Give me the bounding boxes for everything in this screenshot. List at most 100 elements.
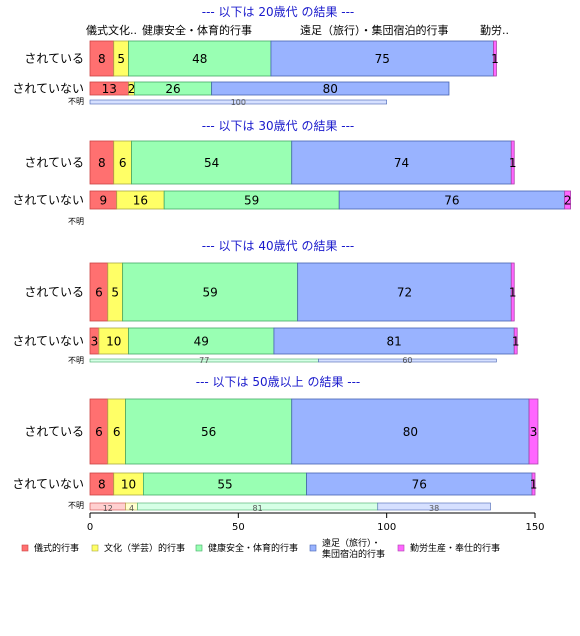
bar-segment bbox=[131, 140, 293, 185]
bar-segment bbox=[510, 262, 515, 322]
row-label-no: されていない bbox=[12, 82, 84, 96]
data-label: 48 bbox=[192, 52, 207, 66]
data-label: 8 bbox=[98, 478, 106, 492]
bar-segment bbox=[510, 140, 515, 185]
data-label: 10 bbox=[106, 335, 121, 349]
legend-swatch bbox=[91, 544, 99, 552]
row-label-unknown: 不明 bbox=[68, 356, 84, 365]
data-label: 74 bbox=[394, 156, 409, 170]
data-label: 49 bbox=[194, 335, 209, 349]
header-label: 健康安全・体育的行事 bbox=[142, 23, 252, 37]
data-label: 59 bbox=[244, 194, 259, 208]
data-label: 13 bbox=[102, 82, 117, 96]
bar-segment bbox=[493, 40, 497, 77]
data-label-unknown: 100 bbox=[231, 98, 246, 107]
bar-segment bbox=[128, 327, 275, 355]
bar-segment bbox=[297, 262, 512, 322]
bar-segment bbox=[122, 262, 299, 322]
data-label: 8 bbox=[98, 156, 106, 170]
data-label: 26 bbox=[165, 82, 180, 96]
data-label: 6 bbox=[113, 425, 121, 439]
data-label-unknown: 12 bbox=[103, 504, 113, 513]
data-label: 16 bbox=[133, 194, 148, 208]
data-label: 80 bbox=[323, 82, 338, 96]
data-label: 75 bbox=[375, 52, 390, 66]
bar-segment bbox=[513, 327, 518, 355]
data-label: 6 bbox=[119, 156, 127, 170]
data-label: 1 bbox=[512, 335, 520, 349]
bar-segment bbox=[125, 398, 293, 465]
data-label-unknown: 38 bbox=[429, 504, 439, 513]
bar-segment bbox=[98, 327, 129, 355]
legend-label: 勤労生産・奉仕的行事 bbox=[410, 542, 500, 554]
group-title: --- 以下は 50歳以上 の結果 --- bbox=[196, 375, 361, 389]
data-label: 8 bbox=[98, 52, 106, 66]
row-label-no: されていない bbox=[12, 334, 84, 348]
data-label: 5 bbox=[111, 286, 119, 300]
data-label: 6 bbox=[95, 286, 103, 300]
bar-segment bbox=[528, 398, 539, 465]
legend-label: 文化（学芸）的行事 bbox=[104, 542, 185, 554]
header-label: 儀式文化.. bbox=[86, 23, 137, 37]
row-label-yes: されている bbox=[24, 425, 84, 439]
data-label: 76 bbox=[444, 194, 459, 208]
row-label-unknown: 不明 bbox=[68, 217, 84, 226]
bar-segment bbox=[531, 472, 536, 496]
data-label: 10 bbox=[121, 478, 136, 492]
legend-swatch bbox=[309, 544, 317, 552]
row-label-unknown: 不明 bbox=[68, 97, 84, 106]
legend-swatch bbox=[21, 544, 29, 552]
bar-segment bbox=[291, 398, 530, 465]
row-label-yes: されている bbox=[24, 285, 84, 299]
x-tick-label: 0 bbox=[87, 522, 93, 533]
data-label: 3 bbox=[530, 425, 538, 439]
data-label: 55 bbox=[217, 478, 232, 492]
data-label: 3 bbox=[91, 335, 99, 349]
data-label: 76 bbox=[412, 478, 427, 492]
group-title: --- 以下は 40歳代 の結果 --- bbox=[202, 239, 355, 253]
bar-segment-unknown bbox=[89, 99, 387, 105]
bar-segment bbox=[564, 190, 572, 210]
legend-label: 遠足（旅行）・ bbox=[322, 537, 381, 549]
row-label-no: されていない bbox=[12, 477, 84, 491]
row-label-no: されていない bbox=[12, 193, 84, 207]
legend-label: 健康安全・体育的行事 bbox=[208, 542, 298, 554]
data-label: 80 bbox=[403, 425, 418, 439]
bar-segment bbox=[291, 140, 512, 185]
legend-label: 儀式的行事 bbox=[34, 542, 79, 554]
data-label: 56 bbox=[201, 425, 216, 439]
row-label-yes: されている bbox=[24, 52, 84, 66]
data-label: 59 bbox=[203, 286, 218, 300]
data-label: 1 bbox=[509, 286, 517, 300]
x-tick-label: 150 bbox=[525, 522, 544, 533]
group-title: --- 以下は 20歳代 の結果 --- bbox=[202, 5, 355, 19]
data-label: 6 bbox=[95, 425, 103, 439]
data-label-unknown: 60 bbox=[402, 356, 412, 365]
data-label-unknown: 4 bbox=[129, 504, 134, 513]
row-label-yes: されている bbox=[24, 156, 84, 170]
legend-swatch bbox=[397, 544, 405, 552]
data-label: 1 bbox=[491, 52, 499, 66]
data-label: 1 bbox=[509, 156, 517, 170]
data-label-unknown: 81 bbox=[253, 504, 263, 513]
bar-segment bbox=[273, 327, 515, 355]
legend-label: 集団宿泊的行事 bbox=[322, 548, 385, 560]
x-tick-label: 50 bbox=[232, 522, 245, 533]
legend-swatch bbox=[195, 544, 203, 552]
bar-segment bbox=[128, 40, 272, 77]
data-label: 2 bbox=[128, 82, 136, 96]
data-label: 2 bbox=[564, 194, 572, 208]
data-label-unknown: 77 bbox=[199, 356, 209, 365]
data-label: 81 bbox=[386, 335, 401, 349]
bar-segment-unknown bbox=[377, 502, 491, 511]
x-tick-label: 100 bbox=[377, 522, 396, 533]
row-label-unknown: 不明 bbox=[68, 501, 84, 510]
data-label: 9 bbox=[100, 194, 108, 208]
header-label: 遠足（旅行）・集団宿泊的行事 bbox=[300, 23, 449, 37]
bar-segment bbox=[211, 81, 450, 96]
bar-segment-unknown bbox=[318, 358, 497, 363]
data-label: 1 bbox=[530, 478, 538, 492]
data-label: 54 bbox=[204, 156, 219, 170]
data-label: 72 bbox=[397, 286, 412, 300]
